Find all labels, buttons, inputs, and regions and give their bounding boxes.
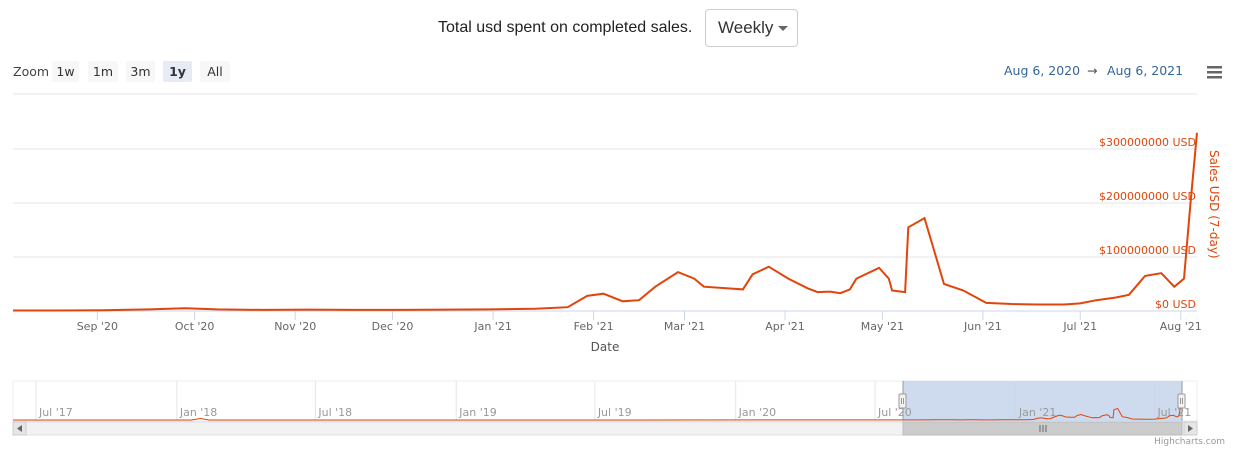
- y-tick-label: $300000000 USD: [1099, 136, 1196, 149]
- zoom-buttons: 1w 1m 3m 1y All: [52, 61, 230, 82]
- navigator-tick-label: Jul '18: [317, 406, 352, 419]
- navigator-tick-label: Jan '21: [1018, 406, 1056, 419]
- zoom-button-1y[interactable]: 1y: [163, 61, 192, 82]
- y-tick-label: $0 USD: [1155, 298, 1196, 311]
- navigator-tick-label: Jul '20: [877, 406, 912, 419]
- navigator-tick-label: Jan '20: [738, 406, 776, 419]
- series-line-sales: [13, 132, 1198, 312]
- y-axis-title: Sales USD (7-day): [1207, 150, 1221, 259]
- zoom-button-label: 3m: [130, 64, 150, 79]
- y-axis-labels: $0 USD $100000000 USD $200000000 USD $30000…: [1099, 136, 1196, 311]
- y-tick-label: $200000000 USD: [1099, 190, 1196, 203]
- x-tick-label: Feb '21: [574, 320, 614, 333]
- x-tick-label: Jun '21: [963, 320, 1002, 333]
- navigator-tick-label: Jul '19: [597, 406, 632, 419]
- navigator-tick-label: Jan '18: [179, 406, 217, 419]
- chevron-left-icon: [17, 425, 22, 432]
- x-tick-label: May '21: [861, 320, 904, 333]
- hamburger-menu-icon[interactable]: [1204, 64, 1228, 80]
- chevron-right-icon: [1188, 425, 1193, 432]
- x-axis-title: Date: [591, 340, 620, 354]
- x-axis-ticks: Sep '20 Oct '20 Nov '20 Dec '20 Jan '21 Feb '…: [77, 311, 1202, 333]
- zoom-button-label: 1y: [169, 64, 186, 79]
- x-tick-label: Apr '21: [765, 320, 805, 333]
- credits-link[interactable]: Highcharts.com: [1154, 437, 1225, 447]
- scrollbar[interactable]: [12, 421, 1198, 436]
- zoom-button-label: All: [207, 64, 223, 79]
- x-tick-label: Dec '20: [372, 320, 414, 333]
- x-tick-label: Jul '21: [1062, 320, 1097, 333]
- gridlines: [13, 93, 1197, 258]
- y-tick-label: $100000000 USD: [1099, 244, 1196, 257]
- navigator-tick-label: Jul '21: [1156, 406, 1191, 419]
- navigator-right-handle[interactable]: [1177, 393, 1186, 409]
- zoom-button-3m[interactable]: 3m: [126, 61, 155, 82]
- navigator-labels: Jul '17 Jan '18 Jul '18 Jan '19 Jul '19 Jan '…: [38, 406, 1191, 419]
- navigator-left-handle[interactable]: [898, 393, 907, 409]
- range-arrow: →: [1087, 63, 1097, 78]
- x-tick-label: Jan '21: [473, 320, 511, 333]
- navigator-tick-label: Jan '19: [458, 406, 496, 419]
- chart-title: Total usd spent on completed sales.: [438, 19, 693, 36]
- x-tick-label: Sep '20: [77, 320, 118, 333]
- navigator-selection-mask[interactable]: [903, 381, 1182, 421]
- interval-select[interactable]: Weekly: [705, 9, 798, 47]
- zoom-button-1m[interactable]: 1m: [88, 61, 118, 82]
- x-tick-label: Oct '20: [175, 320, 215, 333]
- x-tick-label: Mar '21: [664, 320, 705, 333]
- chevron-down-icon: [778, 26, 788, 31]
- range-from[interactable]: Aug 6, 2020: [1004, 63, 1080, 78]
- x-tick-label: Aug '21: [1160, 320, 1202, 333]
- x-tick-label: Nov '20: [274, 320, 316, 333]
- zoom-button-all[interactable]: All: [200, 61, 230, 82]
- navigator: Jul '17 Jan '18 Jul '18 Jan '19 Jul '19 Jan '…: [12, 380, 1198, 422]
- zoom-label: Zoom: [13, 64, 49, 79]
- navigator-series-line: [13, 397, 1183, 421]
- navigator-tick-label: Jul '17: [38, 406, 73, 419]
- zoom-button-label: 1m: [93, 64, 113, 79]
- zoom-button-1w[interactable]: 1w: [52, 61, 79, 82]
- zoom-button-label: 1w: [56, 64, 74, 79]
- range-to[interactable]: Aug 6, 2021: [1107, 63, 1183, 78]
- interval-select-value: Weekly: [718, 18, 774, 37]
